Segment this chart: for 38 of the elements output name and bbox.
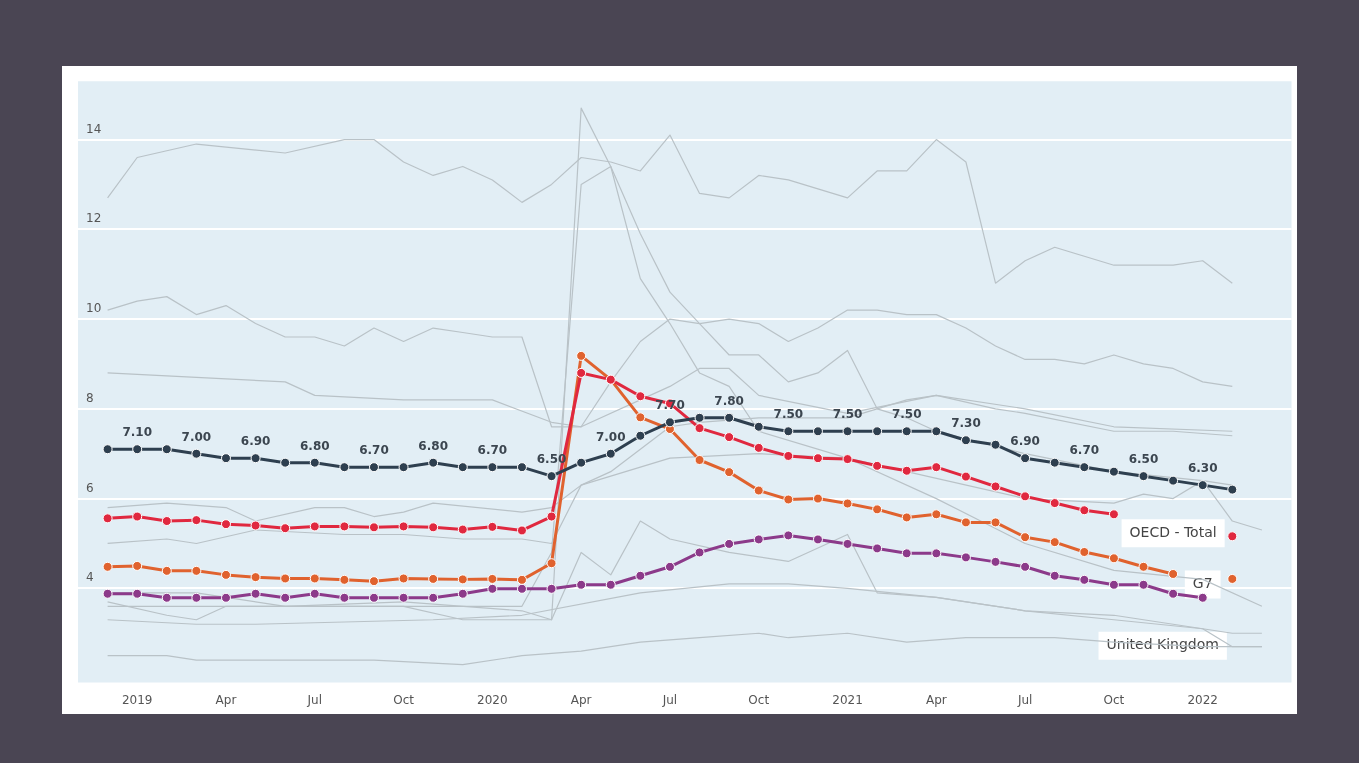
x-tick-label: 2019 — [121, 692, 153, 707]
x-tick-label: Oct — [748, 692, 770, 707]
x-tick-label: Apr — [925, 692, 947, 707]
data-label: 7.80 — [714, 393, 744, 408]
x-tick-label: Jul — [661, 692, 678, 707]
y-tick-label: 10 — [86, 301, 102, 316]
data-label: 6.50 — [1128, 452, 1159, 467]
data-label: 6.80 — [299, 438, 330, 453]
x-tick-label: Apr — [215, 692, 237, 707]
data-label: 7.50 — [891, 407, 922, 422]
x-tick-label: Jul — [1016, 692, 1033, 707]
data-label: 7.30 — [951, 416, 981, 431]
y-tick-label: 4 — [86, 570, 94, 585]
data-label: 6.30 — [1187, 461, 1218, 476]
data-label: 6.90 — [1010, 434, 1040, 449]
y-tick-label: 12 — [86, 211, 102, 226]
legend-label: OECD - Total — [1129, 523, 1217, 540]
x-tick-label: Apr — [570, 692, 592, 707]
data-label: 6.70 — [1069, 443, 1100, 458]
data-label: 7.50 — [832, 407, 863, 422]
data-label: 6.80 — [418, 438, 448, 453]
x-tick-label: Oct — [393, 692, 415, 707]
data-label: 6.70 — [477, 443, 508, 458]
x-tick-label: 2021 — [832, 692, 863, 707]
x-tick-label: Jul — [306, 692, 323, 707]
data-label: 6.70 — [359, 443, 389, 458]
data-label: 7.10 — [122, 425, 152, 440]
x-tick-label: 2022 — [1187, 692, 1218, 707]
x-tick-label: 2020 — [477, 692, 508, 707]
data-label: 7.00 — [181, 429, 212, 444]
data-label: 7.00 — [595, 429, 626, 444]
data-label: 6.90 — [240, 434, 271, 449]
y-tick-label: 8 — [86, 390, 94, 405]
data-label: 7.50 — [773, 407, 804, 422]
x-tick-label: Oct — [1103, 692, 1125, 707]
legend-label: G7 — [1192, 575, 1213, 592]
y-tick-label: 6 — [86, 480, 94, 495]
y-tick-label: 14 — [86, 121, 102, 136]
